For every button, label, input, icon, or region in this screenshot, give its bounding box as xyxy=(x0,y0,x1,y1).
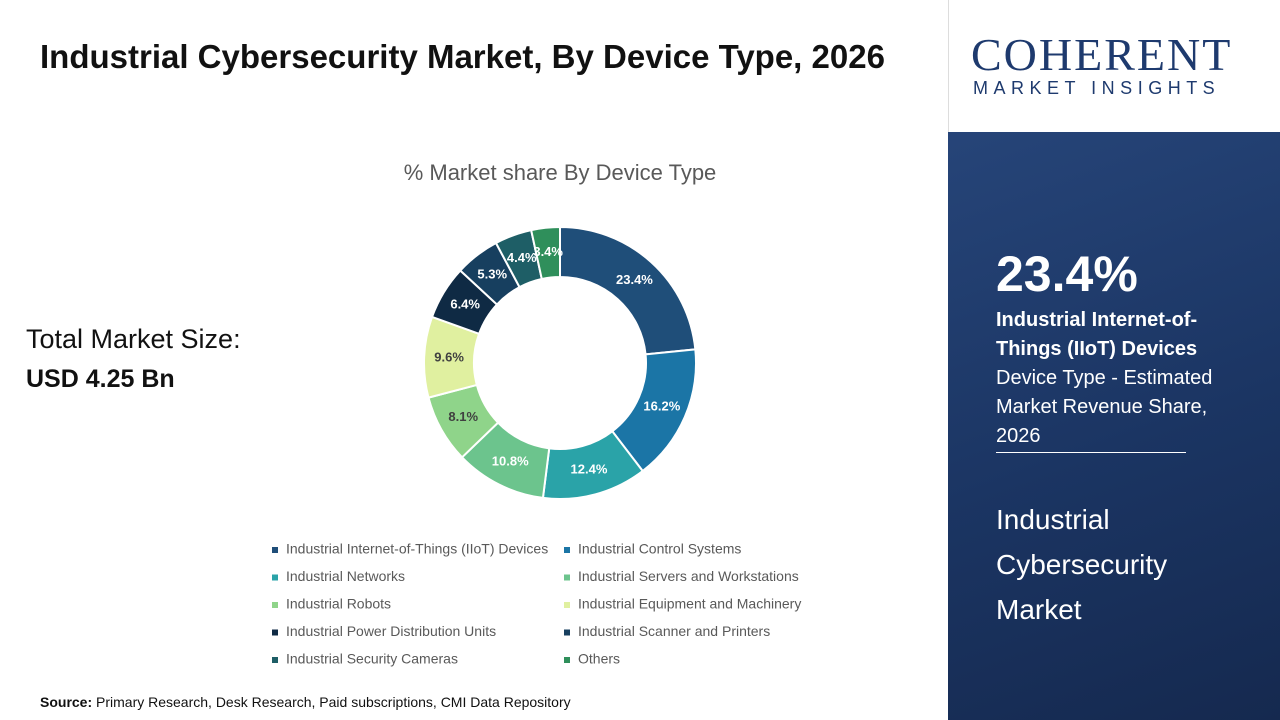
legend-label: Industrial Servers and Workstations xyxy=(578,568,799,584)
logo: COHERENT MARKET INSIGHTS xyxy=(948,0,1280,132)
logo-name: COHERENT xyxy=(971,29,1233,80)
data-label: 12.4% xyxy=(571,462,608,477)
legend-swatch xyxy=(564,629,570,636)
divider xyxy=(996,452,1186,453)
legend-swatch xyxy=(272,602,278,608)
chart: % Market share By Device Type 23.4% 16.2%… xyxy=(272,160,801,667)
highlight-value: 23.4% xyxy=(996,246,1138,302)
legend-label: Industrial Internet-of-Things (IIoT) Dev… xyxy=(286,541,548,557)
data-label: 5.3% xyxy=(477,267,507,282)
source-label: Source: xyxy=(40,694,93,710)
legend-label: Industrial Power Distribution Units xyxy=(286,623,496,639)
data-label: 23.4% xyxy=(616,272,653,287)
data-label: 6.4% xyxy=(450,297,480,312)
legend-label: Industrial Control Systems xyxy=(578,541,741,557)
data-label: 3.4% xyxy=(533,244,563,259)
data-label: 9.6% xyxy=(434,350,464,365)
data-label: 10.8% xyxy=(492,454,529,469)
legend-swatch xyxy=(564,547,570,553)
donut-segment xyxy=(559,225,697,356)
legend-swatch xyxy=(564,657,570,663)
legend-label: Others xyxy=(578,651,620,667)
legend-swatch xyxy=(272,629,278,636)
highlight-segment: Industrial Internet-of-Things (IIoT) Dev… xyxy=(996,309,1198,360)
source: Source: Primary Research, Desk Research,… xyxy=(40,694,571,710)
logo-tagline: MARKET INSIGHTS xyxy=(973,78,1221,98)
market-size-value: USD 4.25 Bn xyxy=(26,365,175,393)
data-label: 16.2% xyxy=(643,399,680,414)
legend-label: Industrial Networks xyxy=(286,568,405,584)
page-title: Industrial Cybersecurity Market, By Devi… xyxy=(40,38,885,75)
data-label: 4.4% xyxy=(507,250,537,265)
legend-label: Industrial Security Cameras xyxy=(286,651,458,667)
market-name: Industrial Cybersecurity Market xyxy=(996,504,1168,625)
source-text: Primary Research, Desk Research, Paid su… xyxy=(96,694,571,710)
legend-swatch xyxy=(564,574,570,581)
legend-label: Industrial Equipment and Machinery xyxy=(578,596,801,612)
legend-label: Industrial Robots xyxy=(286,596,391,612)
legend-label: Industrial Scanner and Printers xyxy=(578,623,770,639)
legend-swatch xyxy=(272,547,278,553)
legend-swatch xyxy=(272,574,278,581)
donut-segment xyxy=(529,225,561,281)
data-label: 8.1% xyxy=(448,409,478,424)
legend-swatch xyxy=(564,602,570,608)
chart-title: % Market share By Device Type xyxy=(404,160,717,185)
market-size-label: Total Market Size: xyxy=(26,324,241,354)
highlight-description: Device Type - Estimated Market Revenue S… xyxy=(996,367,1213,447)
legend-swatch xyxy=(272,657,278,663)
